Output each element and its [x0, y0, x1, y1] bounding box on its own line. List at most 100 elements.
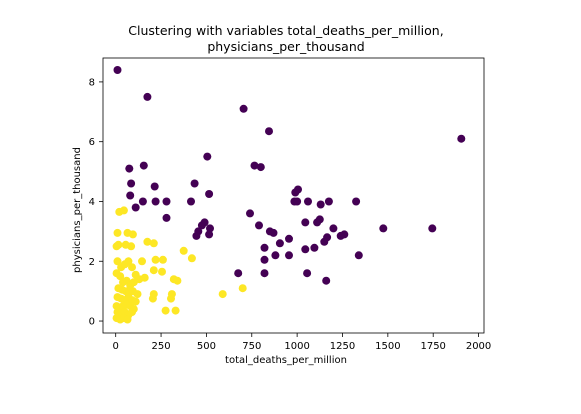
scatter-point-cluster-1-65 [161, 306, 170, 315]
scatter-point-cluster-0-37 [379, 224, 388, 233]
scatter-point-cluster-0-35 [162, 213, 171, 222]
scatter-point-cluster-1-66 [171, 306, 180, 315]
scatter-point-cluster-1-23 [124, 257, 133, 266]
x-tick-label-7: 1750 [420, 341, 445, 352]
scatter-point-cluster-0-24 [316, 200, 325, 209]
scatter-point-cluster-0-60 [303, 269, 312, 278]
scatter-point-cluster-0-16 [138, 197, 147, 206]
x-axis-label: total_deaths_per_million [225, 355, 347, 366]
y-tick-label-4: 8 [89, 77, 95, 88]
scatter-point-cluster-0-28 [246, 209, 254, 218]
scatter-point-cluster-1-10 [149, 239, 158, 248]
scatter-point-cluster-1-24 [128, 263, 136, 272]
scatter-point-cluster-0-42 [269, 228, 278, 237]
scatter-point-cluster-0-34 [301, 218, 310, 227]
scatter-point-cluster-0-23 [304, 197, 312, 206]
scatter-point-cluster-0-1 [143, 92, 152, 101]
scatter-point-cluster-1-8 [127, 242, 136, 251]
y-tick-label-3: 6 [89, 137, 95, 148]
scatter-point-cluster-1-17 [158, 267, 166, 276]
scatter-point-cluster-1-9 [143, 237, 152, 246]
scatter-point-cluster-1-16 [149, 266, 158, 275]
scatter-point-cluster-0-59 [260, 269, 269, 278]
scatter-point-cluster-0-7 [125, 164, 134, 173]
scatter-point-cluster-0-57 [260, 255, 269, 264]
scatter-point-cluster-1-60 [128, 308, 136, 317]
x-tick-label-5: 1250 [330, 341, 355, 352]
scatter-point-cluster-0-44 [336, 231, 345, 240]
x-tick-label-4: 1000 [284, 341, 309, 352]
scatter-point-cluster-1-2 [113, 228, 122, 237]
y-axis-label: physicians_per_thousand [72, 147, 83, 273]
scatter-point-cluster-0-61 [322, 276, 331, 285]
scatter-point-cluster-0-11 [150, 182, 159, 191]
scatter-point-cluster-1-6 [114, 240, 123, 249]
scatter-point-cluster-0-8 [250, 161, 259, 170]
chart-title-line-2: physicians_per_thousand [207, 39, 364, 54]
scatter-point-cluster-0-4 [457, 134, 466, 143]
scatter-point-cluster-1-15 [187, 254, 196, 263]
scatter-point-cluster-0-10 [127, 179, 136, 188]
scatter-point-cluster-0-54 [271, 251, 280, 260]
x-tick-label-1: 250 [152, 341, 171, 352]
scatter-point-cluster-1-67 [218, 290, 227, 299]
scatter-point-cluster-0-56 [354, 251, 363, 260]
scatter-point-cluster-0-2 [239, 104, 248, 113]
scatter-point-cluster-1-39 [133, 290, 142, 299]
scatter-point-cluster-1-45 [131, 297, 140, 306]
scatter-point-cluster-1-13 [158, 255, 167, 264]
scatter-point-cluster-0-14 [294, 185, 302, 194]
scatter-point-cluster-0-52 [301, 245, 310, 254]
y-tick-label-0: 0 [89, 317, 95, 328]
scatter-point-cluster-0-0 [113, 66, 122, 74]
scatter-point-cluster-1-12 [151, 255, 160, 264]
scatter-point-cluster-1-14 [179, 246, 188, 255]
scatter-point-cluster-1-68 [238, 284, 247, 293]
scatter-point-cluster-0-38 [428, 224, 437, 233]
scatter-point-cluster-0-27 [131, 203, 140, 212]
scatter-point-cluster-0-45 [192, 231, 201, 240]
scatter-point-cluster-0-17 [151, 197, 160, 206]
scatter-point-cluster-1-64 [123, 315, 132, 324]
scatter-point-cluster-0-12 [190, 179, 199, 188]
scatter-point-cluster-1-33 [140, 273, 149, 282]
scatter-point-cluster-0-3 [265, 127, 273, 136]
scatter-point-cluster-0-58 [234, 269, 243, 278]
scatter-point-cluster-1-20 [113, 257, 122, 266]
scatter-point-cluster-0-9 [256, 163, 265, 172]
plot-area [112, 66, 466, 324]
scatter-point-cluster-1-49 [167, 290, 176, 299]
scatter-point-cluster-1-27 [116, 272, 125, 281]
scatter-point-cluster-0-19 [187, 197, 195, 206]
y-tick-label-1: 2 [89, 257, 95, 268]
scatter-point-cluster-0-20 [205, 190, 214, 198]
scatter-point-cluster-0-48 [320, 237, 329, 246]
scatter-point-cluster-0-6 [139, 161, 148, 170]
scatter-point-cluster-0-5 [203, 152, 212, 161]
scatter-point-cluster-1-47 [149, 290, 158, 299]
x-tick-label-3: 750 [242, 341, 261, 352]
scatter-point-cluster-0-25 [324, 197, 333, 206]
x-tick-label-6: 1500 [375, 341, 400, 352]
scatter-point-cluster-0-39 [206, 224, 214, 233]
x-tick-label-8: 2000 [466, 341, 491, 352]
scatter-point-cluster-0-55 [285, 251, 293, 260]
scatter-point-cluster-0-32 [197, 221, 206, 230]
scatter-point-cluster-0-18 [162, 197, 171, 206]
scatter-point-cluster-0-22 [293, 197, 302, 206]
scatter-point-cluster-0-26 [352, 197, 361, 206]
scatter-point-cluster-0-50 [275, 239, 284, 248]
scatter-point-cluster-0-15 [126, 191, 135, 200]
scatter-point-cluster-0-46 [205, 230, 214, 239]
x-tick-label-0: 0 [113, 341, 119, 352]
chart-title-line-1: Clustering with variables total_deaths_p… [128, 23, 443, 38]
scatter-point-cluster-0-53 [260, 243, 269, 252]
axis-ticks: 0 250 500 750 1000 1250 1500 1750 2000 0 2 4 6 8 [89, 77, 492, 352]
scatter-point-cluster-0-51 [310, 243, 319, 252]
scatter-point-cluster-1-11 [138, 257, 146, 266]
scatter-point-cluster-0-33 [255, 221, 263, 230]
y-tick-label-2: 4 [89, 197, 95, 208]
scatter-point-cluster-0-49 [285, 234, 293, 243]
scatter-point-cluster-1-1 [119, 206, 128, 215]
